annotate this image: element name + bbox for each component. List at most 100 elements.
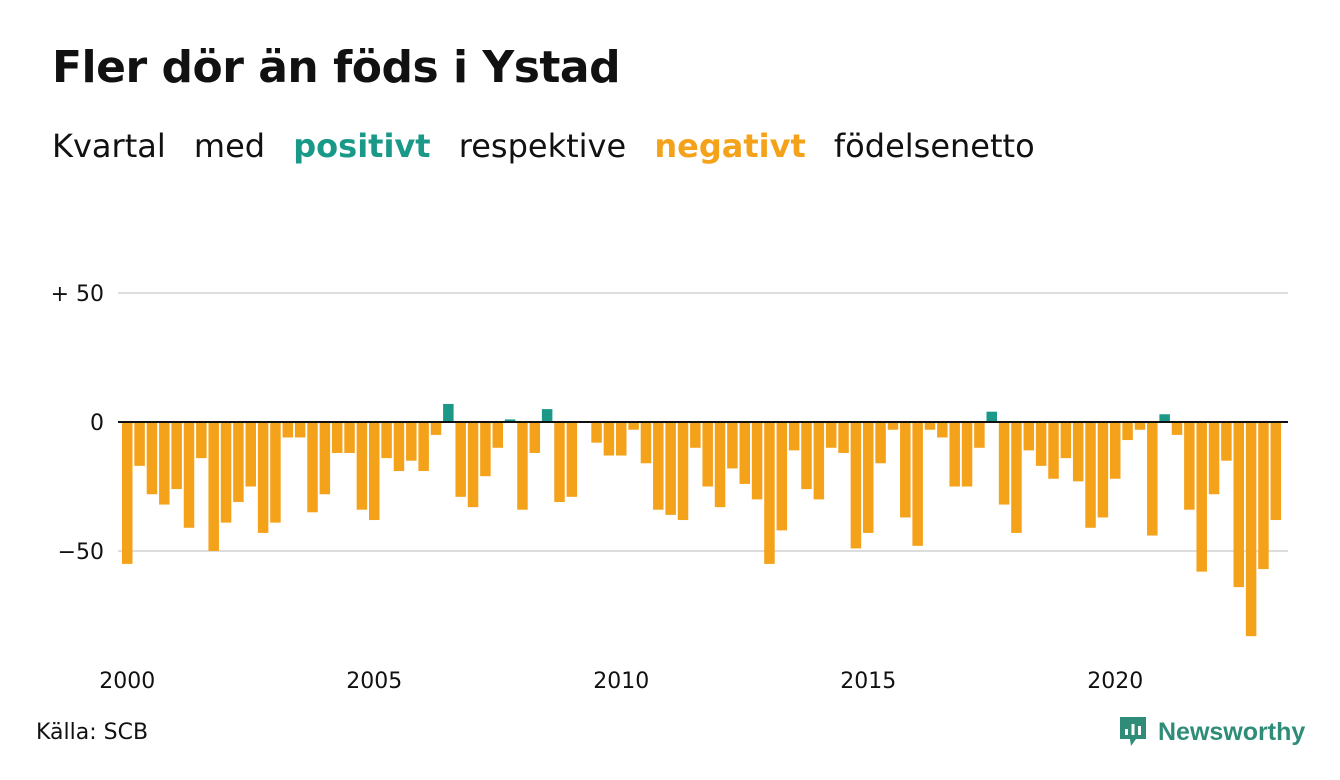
bar-negative [381, 422, 392, 459]
bar-negative [665, 422, 676, 515]
bar-negative [196, 422, 207, 459]
bar-negative [974, 422, 985, 448]
bar-negative [1258, 422, 1269, 570]
chart-title: Fler dör än föds i Ystad [52, 42, 621, 93]
bar-negative [517, 422, 528, 510]
bar-negative [208, 422, 219, 551]
bar-negative [455, 422, 466, 497]
y-axis-ticks: + 50 0 −50 [51, 282, 104, 565]
bar-positive [541, 409, 553, 422]
bar-negative [233, 422, 244, 502]
bar-negative [1035, 422, 1047, 466]
x-tick-label: 2005 [346, 669, 402, 694]
bar-negative [776, 422, 788, 531]
bar-negative [813, 422, 825, 500]
bar-negative [616, 422, 627, 456]
x-tick-label: 2020 [1087, 669, 1143, 694]
bar-negative [270, 422, 281, 523]
bar-negative [554, 422, 565, 502]
newsworthy-logo-icon [1120, 717, 1146, 746]
newsworthy-logo: Newsworthy [1118, 712, 1305, 752]
bar-negative [875, 422, 886, 464]
bar-negative [369, 422, 380, 521]
subtitle-positive-label: positivt [293, 127, 431, 165]
bar-negative [331, 422, 343, 453]
bar-negative [122, 422, 133, 564]
bar-negative [1122, 422, 1133, 441]
bar-negative [1221, 422, 1232, 461]
bar-negative [961, 422, 973, 487]
bar-negative [677, 422, 689, 521]
bar-negative [406, 422, 417, 461]
bar-negative [1245, 422, 1257, 637]
bar-negative [727, 422, 738, 469]
bar-negative [171, 422, 182, 490]
bar-negative [1270, 422, 1282, 521]
bar-negative [492, 422, 503, 448]
bar-negative [393, 422, 405, 472]
bar-negative [529, 422, 541, 453]
bar-negative [924, 422, 936, 430]
bar-negative [1085, 422, 1096, 528]
bar-negative [900, 422, 911, 518]
bar-positive [443, 403, 454, 422]
bar-negative [801, 422, 812, 490]
y-tick-label: 0 [90, 411, 104, 436]
bar-negative [159, 422, 170, 505]
bar-negative [764, 422, 775, 564]
bar-negative [1060, 422, 1072, 459]
bar-chart: + 50 0 −50 2000 2005 2010 2015 2020 [51, 282, 1288, 694]
bar-negative [628, 422, 639, 430]
brand-name: Newsworthy [1158, 717, 1306, 746]
bar-negative [949, 422, 960, 487]
bar-negative [702, 422, 713, 487]
bar-negative [134, 422, 145, 466]
bar-negative [1208, 422, 1220, 495]
bar-negative [739, 422, 750, 484]
subtitle-text-med: med [193, 127, 266, 165]
subtitle-text-kvartal: Kvartal [52, 127, 166, 165]
bar-positive [504, 419, 516, 422]
bar-negative [714, 422, 726, 508]
bar-negative [1134, 422, 1146, 430]
bar-negative [245, 422, 256, 487]
bar-negative [1233, 422, 1244, 588]
y-tick-label: + 50 [51, 282, 104, 307]
bar-negative [356, 422, 368, 510]
bar-negative [838, 422, 849, 453]
bar-negative [319, 422, 331, 495]
bars [122, 403, 1282, 637]
bar-negative [220, 422, 232, 523]
bar-negative [1011, 422, 1022, 533]
source-note: Källa: SCB [36, 720, 149, 745]
bar-negative [257, 422, 269, 533]
bar-negative [690, 422, 701, 448]
x-axis-ticks: 2000 2005 2010 2015 2020 [99, 669, 1143, 694]
bar-negative [850, 422, 862, 549]
bar-negative [307, 422, 318, 513]
bar-negative [863, 422, 874, 533]
bar-negative [937, 422, 948, 438]
bar-negative [480, 422, 491, 477]
bar-negative [1048, 422, 1059, 479]
x-tick-label: 2015 [840, 669, 896, 694]
chart-subtitle: Kvartal med positivt respektive negativt… [52, 124, 1053, 168]
bar-negative [1147, 422, 1158, 536]
bar-negative [566, 422, 578, 497]
bar-negative [788, 422, 800, 451]
bar-negative [1196, 422, 1207, 572]
bar-negative [146, 422, 158, 495]
bar-negative [912, 422, 923, 546]
bar-negative [1184, 422, 1195, 510]
bar-negative [591, 422, 602, 443]
bar-negative [430, 422, 442, 435]
bar-negative [1171, 422, 1183, 435]
y-tick-label: −50 [58, 540, 104, 565]
bar-negative [887, 422, 899, 430]
subtitle-text-fodelsenetto: födelsenetto [833, 127, 1035, 165]
x-tick-label: 2000 [99, 669, 155, 694]
bar-negative [1072, 422, 1084, 482]
bar-negative [1023, 422, 1035, 451]
bar-negative [183, 422, 195, 528]
bar-negative [294, 422, 306, 438]
